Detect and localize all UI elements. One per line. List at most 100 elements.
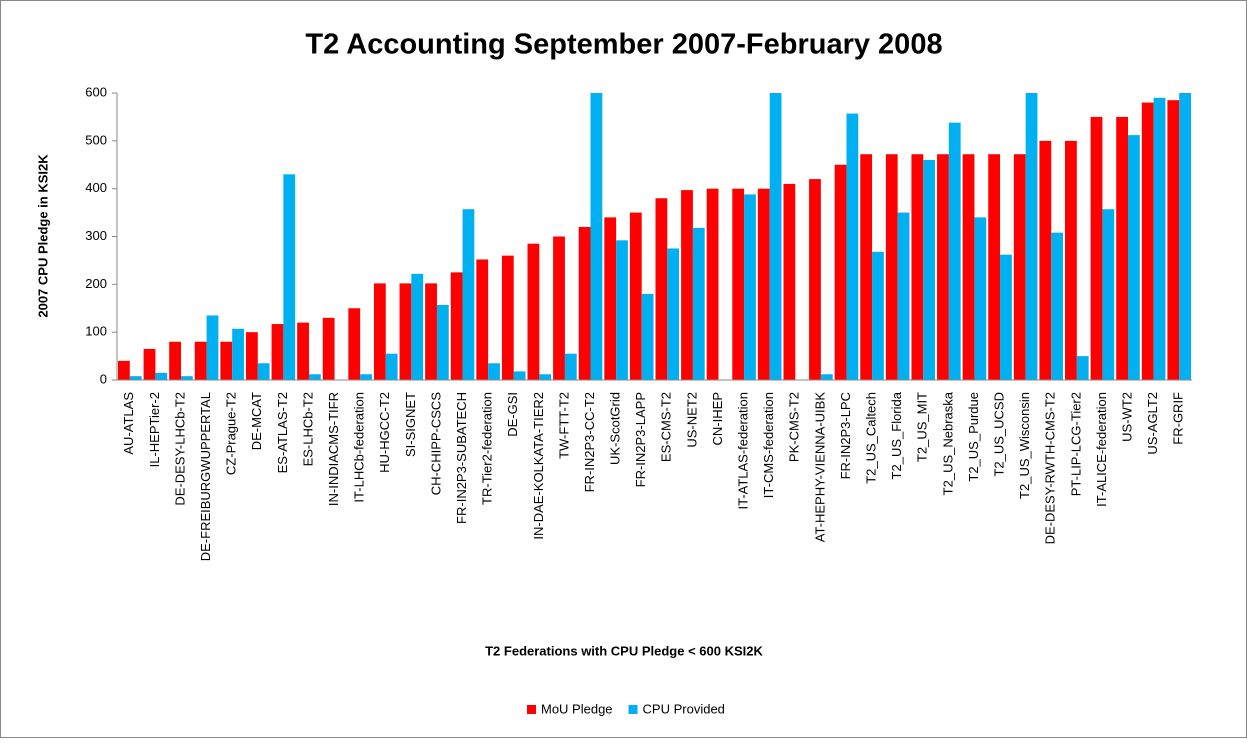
bar (118, 360, 130, 380)
bar (1141, 102, 1154, 380)
x-tick-label: DE-DESY-RWTH-CMS-T2 (1043, 392, 1058, 544)
bar (373, 283, 386, 380)
bar (923, 159, 936, 380)
bar (769, 93, 782, 380)
bar (539, 374, 552, 380)
x-tick-label: IL-HEPTier-2 (147, 392, 162, 467)
bar (578, 226, 591, 380)
bar (974, 217, 987, 380)
bar (1051, 232, 1064, 380)
y-axis-title: 2007 CPU Pledge in KSI2K (35, 154, 50, 318)
bar (590, 93, 603, 380)
legend-swatch (628, 705, 638, 714)
x-tick-label: US-WT2 (1119, 392, 1134, 442)
bar (169, 341, 181, 380)
y-tick-label: 0 (100, 371, 107, 386)
legend-swatch (527, 705, 536, 714)
bar (783, 183, 796, 380)
legend-label: CPU Provided (643, 701, 725, 716)
bar (692, 227, 705, 380)
x-tick-label: FR-IN2P3-CC-T2 (582, 392, 597, 492)
x-tick-label: CH-CHIPP-CSCS (428, 392, 443, 496)
bar (629, 212, 642, 380)
bar (1076, 356, 1089, 380)
bar (271, 324, 284, 380)
bar (641, 293, 654, 380)
x-tick-label: AU-ATLAS (121, 392, 136, 455)
bar (1128, 135, 1140, 380)
bar (348, 308, 361, 380)
bar (1039, 140, 1052, 380)
x-tick-label: FR-IN2P3-LAPP (633, 392, 648, 487)
x-tick-label: HU-HGCC-T2 (377, 392, 392, 473)
x-tick-label: TW-FTT-T2 (556, 392, 571, 459)
x-tick-label: US-NET2 (684, 392, 699, 448)
bar (1065, 140, 1077, 380)
bar (681, 190, 693, 380)
bar (885, 154, 898, 380)
x-tick-label: T2_US_Wisconsin (1017, 392, 1032, 499)
x-tick-label: T2_US_Caltech (863, 392, 878, 484)
x-tick-label: DE-FREIBURGWUPPERTAL (198, 392, 213, 561)
bar (206, 315, 219, 380)
bar (194, 341, 207, 380)
x-tick-label: T2_US_MIT (915, 392, 930, 462)
x-tick-label: T2_US_UCSD (991, 392, 1006, 477)
bar (820, 374, 833, 380)
x-tick-label: DE-MCAT (249, 392, 264, 450)
bar (501, 255, 514, 380)
x-tick-label: IT-CMS-federation (761, 392, 776, 498)
x-axis-title: T2 Federations with CPU Pledge < 600 KSI… (485, 643, 763, 658)
bar (962, 154, 975, 380)
y-tick-label: 200 (85, 276, 107, 291)
bar (143, 348, 156, 380)
bar (744, 194, 756, 380)
bar (1153, 97, 1166, 380)
x-tick-label: T2_US_Purdue (966, 392, 981, 482)
bar (1167, 100, 1180, 380)
y-tick-label: 600 (85, 84, 107, 99)
bar (257, 363, 270, 380)
bar (1179, 93, 1191, 380)
bar (155, 372, 168, 380)
y-tick-label: 500 (85, 132, 107, 147)
x-tick-label: CN-IHEP (710, 392, 725, 445)
bar (860, 154, 873, 380)
bar (245, 332, 258, 380)
bar (1116, 116, 1129, 380)
bar (297, 322, 309, 380)
bar (564, 353, 577, 380)
x-tick-label: IN-INDIACMS-TIFR (326, 392, 341, 506)
bar (462, 209, 475, 380)
bar (834, 164, 847, 380)
y-tick-label: 100 (85, 324, 107, 339)
bar (180, 376, 193, 380)
x-tick-label: DE-DESY-LHCb-T2 (172, 392, 187, 506)
bar (937, 154, 949, 380)
bar (527, 243, 540, 380)
bar (308, 374, 321, 380)
x-tick-label: ES-CMS-T2 (659, 392, 674, 462)
x-tick-label: FR-GRIF (1171, 392, 1186, 445)
bar (232, 328, 244, 380)
bar (488, 363, 500, 380)
x-tick-label: AT-HEPHY-VIENNA-UIBK (812, 392, 827, 543)
bar (732, 188, 745, 380)
x-tick-label: IT-ATLAS-federation (736, 392, 751, 510)
bar (604, 217, 617, 380)
bar (911, 154, 924, 380)
x-tick-label: UK-ScotGrid (608, 392, 623, 465)
bar (809, 179, 821, 380)
bar (283, 174, 296, 380)
x-tick-label: TR-Tier2-federation (480, 392, 495, 505)
x-tick-label: FR-IN2P3-SUBATECH (454, 392, 469, 524)
bar (385, 353, 398, 380)
x-tick-label: IT-LHCb-federation (352, 392, 367, 503)
x-tick-label: ES-ATLAS-T2 (275, 392, 290, 473)
bar (616, 240, 628, 380)
x-tick-label: T2_US_Nebraska (940, 391, 955, 495)
bar (897, 212, 910, 380)
bar (322, 317, 335, 380)
bar (706, 188, 719, 380)
